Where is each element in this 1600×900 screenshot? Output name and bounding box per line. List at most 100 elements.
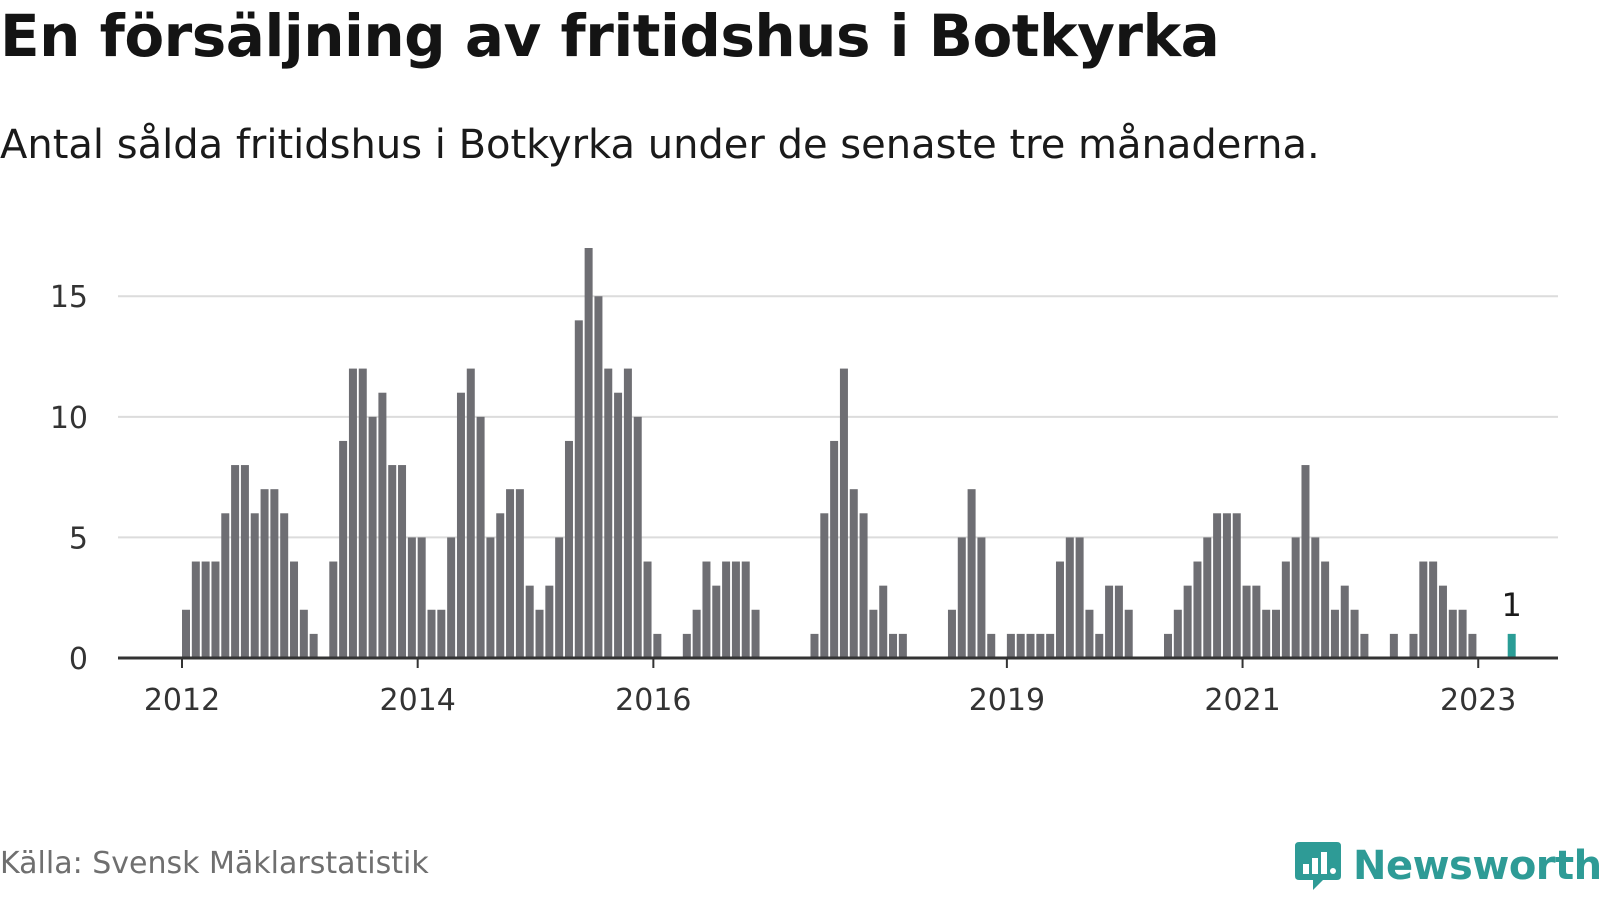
bar — [1438, 585, 1447, 658]
bar — [1036, 633, 1045, 658]
bar — [702, 561, 711, 658]
bar — [329, 561, 338, 658]
bar — [820, 513, 829, 658]
bar — [1458, 609, 1467, 658]
bar — [947, 609, 956, 658]
bar — [515, 489, 524, 658]
bar — [633, 416, 642, 658]
bar — [1016, 633, 1025, 658]
bar — [1340, 585, 1349, 658]
bar — [1281, 561, 1290, 658]
bar — [1262, 609, 1271, 658]
bar — [182, 609, 190, 658]
bar — [741, 561, 750, 658]
bar — [427, 609, 436, 658]
bar — [751, 609, 760, 658]
bar — [643, 561, 652, 658]
bar — [1360, 633, 1369, 658]
bar — [584, 248, 593, 658]
bar — [1311, 537, 1320, 658]
bar — [564, 440, 573, 658]
bar — [898, 633, 907, 658]
bar — [682, 633, 691, 658]
bar — [1026, 633, 1035, 658]
brand-name: Newsworthy — [1353, 843, 1600, 889]
bar — [231, 465, 240, 658]
y-tick-label: 0 — [69, 642, 88, 677]
bar — [466, 368, 475, 658]
bar — [240, 465, 249, 658]
chart-subtitle: Antal sålda fritidshus i Botkyrka under … — [0, 122, 1320, 168]
bar — [1301, 465, 1310, 658]
bar — [358, 368, 367, 658]
bar — [447, 537, 456, 658]
bar — [1203, 537, 1212, 658]
bar — [398, 465, 407, 658]
bar — [191, 561, 200, 658]
bar — [1114, 585, 1123, 658]
bar — [849, 489, 858, 658]
bar — [476, 416, 485, 658]
bar — [1389, 633, 1398, 658]
source-note: Källa: Svensk Mäklarstatistik — [0, 846, 429, 881]
bar — [653, 633, 662, 658]
bar — [1183, 585, 1192, 658]
bar — [525, 585, 534, 658]
bar — [1164, 633, 1172, 658]
bar — [1065, 537, 1074, 658]
x-tick-label: 2012 — [144, 683, 220, 718]
bar — [339, 440, 348, 658]
bar — [1075, 537, 1084, 658]
bar — [889, 633, 898, 658]
bar — [506, 489, 515, 658]
bar — [1046, 633, 1055, 658]
bar — [1429, 561, 1438, 658]
x-tick-label: 2019 — [969, 683, 1045, 718]
bar — [810, 633, 819, 658]
bar — [545, 585, 554, 658]
bar — [1124, 609, 1133, 658]
bar — [201, 561, 210, 658]
bar — [437, 609, 446, 658]
bar — [388, 465, 397, 658]
y-tick-label: 10 — [50, 401, 88, 436]
x-tick-label: 2021 — [1204, 683, 1280, 718]
bar — [1291, 537, 1300, 658]
bar — [270, 489, 279, 658]
bar — [604, 368, 613, 658]
bar — [407, 537, 416, 658]
bar — [1409, 633, 1418, 658]
bar — [859, 513, 868, 658]
bar — [712, 585, 721, 658]
data-label-latest: 1 — [1502, 586, 1522, 624]
bar — [211, 561, 220, 658]
bar — [1173, 609, 1182, 658]
bar — [1006, 633, 1015, 658]
chart-title: En försäljning av fritidshus i Botkyrka — [0, 2, 1220, 70]
bar — [1213, 513, 1222, 658]
bar — [1468, 633, 1477, 658]
bar — [1242, 585, 1251, 658]
bar — [290, 561, 299, 658]
bar — [1272, 609, 1281, 658]
bar — [692, 609, 701, 658]
bar — [967, 489, 976, 658]
bar — [555, 537, 564, 658]
bar — [280, 513, 289, 658]
highlighted-bar — [1507, 633, 1516, 658]
bar — [1085, 609, 1094, 658]
x-tick-label: 2014 — [380, 683, 456, 718]
brand-logo: Newsworthy — [1293, 840, 1600, 892]
bar — [1448, 609, 1457, 658]
bar — [348, 368, 357, 658]
bar — [957, 537, 966, 658]
bar — [1419, 561, 1428, 658]
newsworthy-logo-icon — [1295, 842, 1341, 890]
bar — [623, 368, 632, 658]
bar — [250, 513, 259, 658]
x-tick-label: 2023 — [1440, 683, 1516, 718]
y-tick-label: 5 — [69, 521, 88, 556]
x-tick-label: 2016 — [615, 683, 691, 718]
bar — [594, 296, 603, 658]
